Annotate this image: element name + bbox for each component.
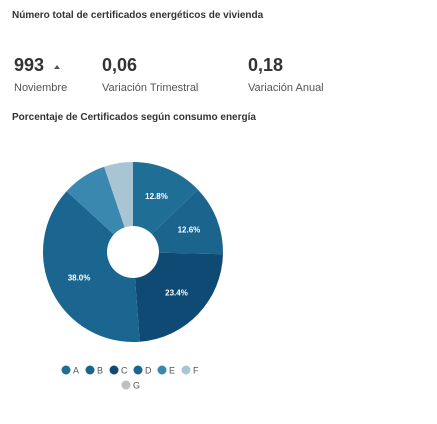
- slice-label: 38.0%: [68, 273, 91, 282]
- kpi-label: Noviembre: [14, 82, 67, 94]
- legend-label: G: [133, 380, 140, 390]
- kpi-value: 0,06: [102, 55, 137, 75]
- trend-arrow: [54, 65, 60, 69]
- slice-label: 12.6%: [178, 225, 201, 234]
- legend-swatch: [157, 365, 167, 375]
- legend-label: E: [169, 365, 175, 375]
- legend-label: F: [193, 365, 199, 375]
- pie-slice: [133, 252, 223, 342]
- kpi-value: 993: [14, 55, 44, 75]
- legend-swatch: [61, 365, 71, 375]
- legend-label: A: [73, 365, 79, 375]
- legend-label: C: [121, 365, 128, 375]
- pie-slice: [133, 162, 198, 252]
- legend-label: B: [97, 365, 103, 375]
- legend-swatch: [85, 365, 95, 375]
- legend-swatch: [121, 380, 131, 390]
- legend-swatch: [133, 365, 143, 375]
- chart-title-box: Porcentaje de Certificados según consumo…: [12, 112, 256, 123]
- pie-slice: [66, 166, 133, 252]
- legend-label: D: [145, 365, 152, 375]
- donut-hole: [107, 226, 159, 278]
- pie-slice: [42, 191, 140, 342]
- kpi-label: Variación Trimestral: [102, 82, 198, 94]
- chart-title: Porcentaje de Certificados según consumo…: [12, 112, 256, 123]
- slice-label: 23.4%: [165, 288, 188, 297]
- title-box: Número total de certificados energéticos…: [12, 10, 264, 21]
- widget-title: Número total de certificados energéticos…: [12, 10, 264, 21]
- pie-slice: [133, 189, 223, 255]
- kpi-value: 0,18: [248, 55, 283, 75]
- legend-swatch: [181, 365, 191, 375]
- slice-label: 12.8%: [145, 192, 168, 201]
- legend-swatch: [109, 365, 119, 375]
- kpi-label: Variación Anual: [248, 82, 324, 94]
